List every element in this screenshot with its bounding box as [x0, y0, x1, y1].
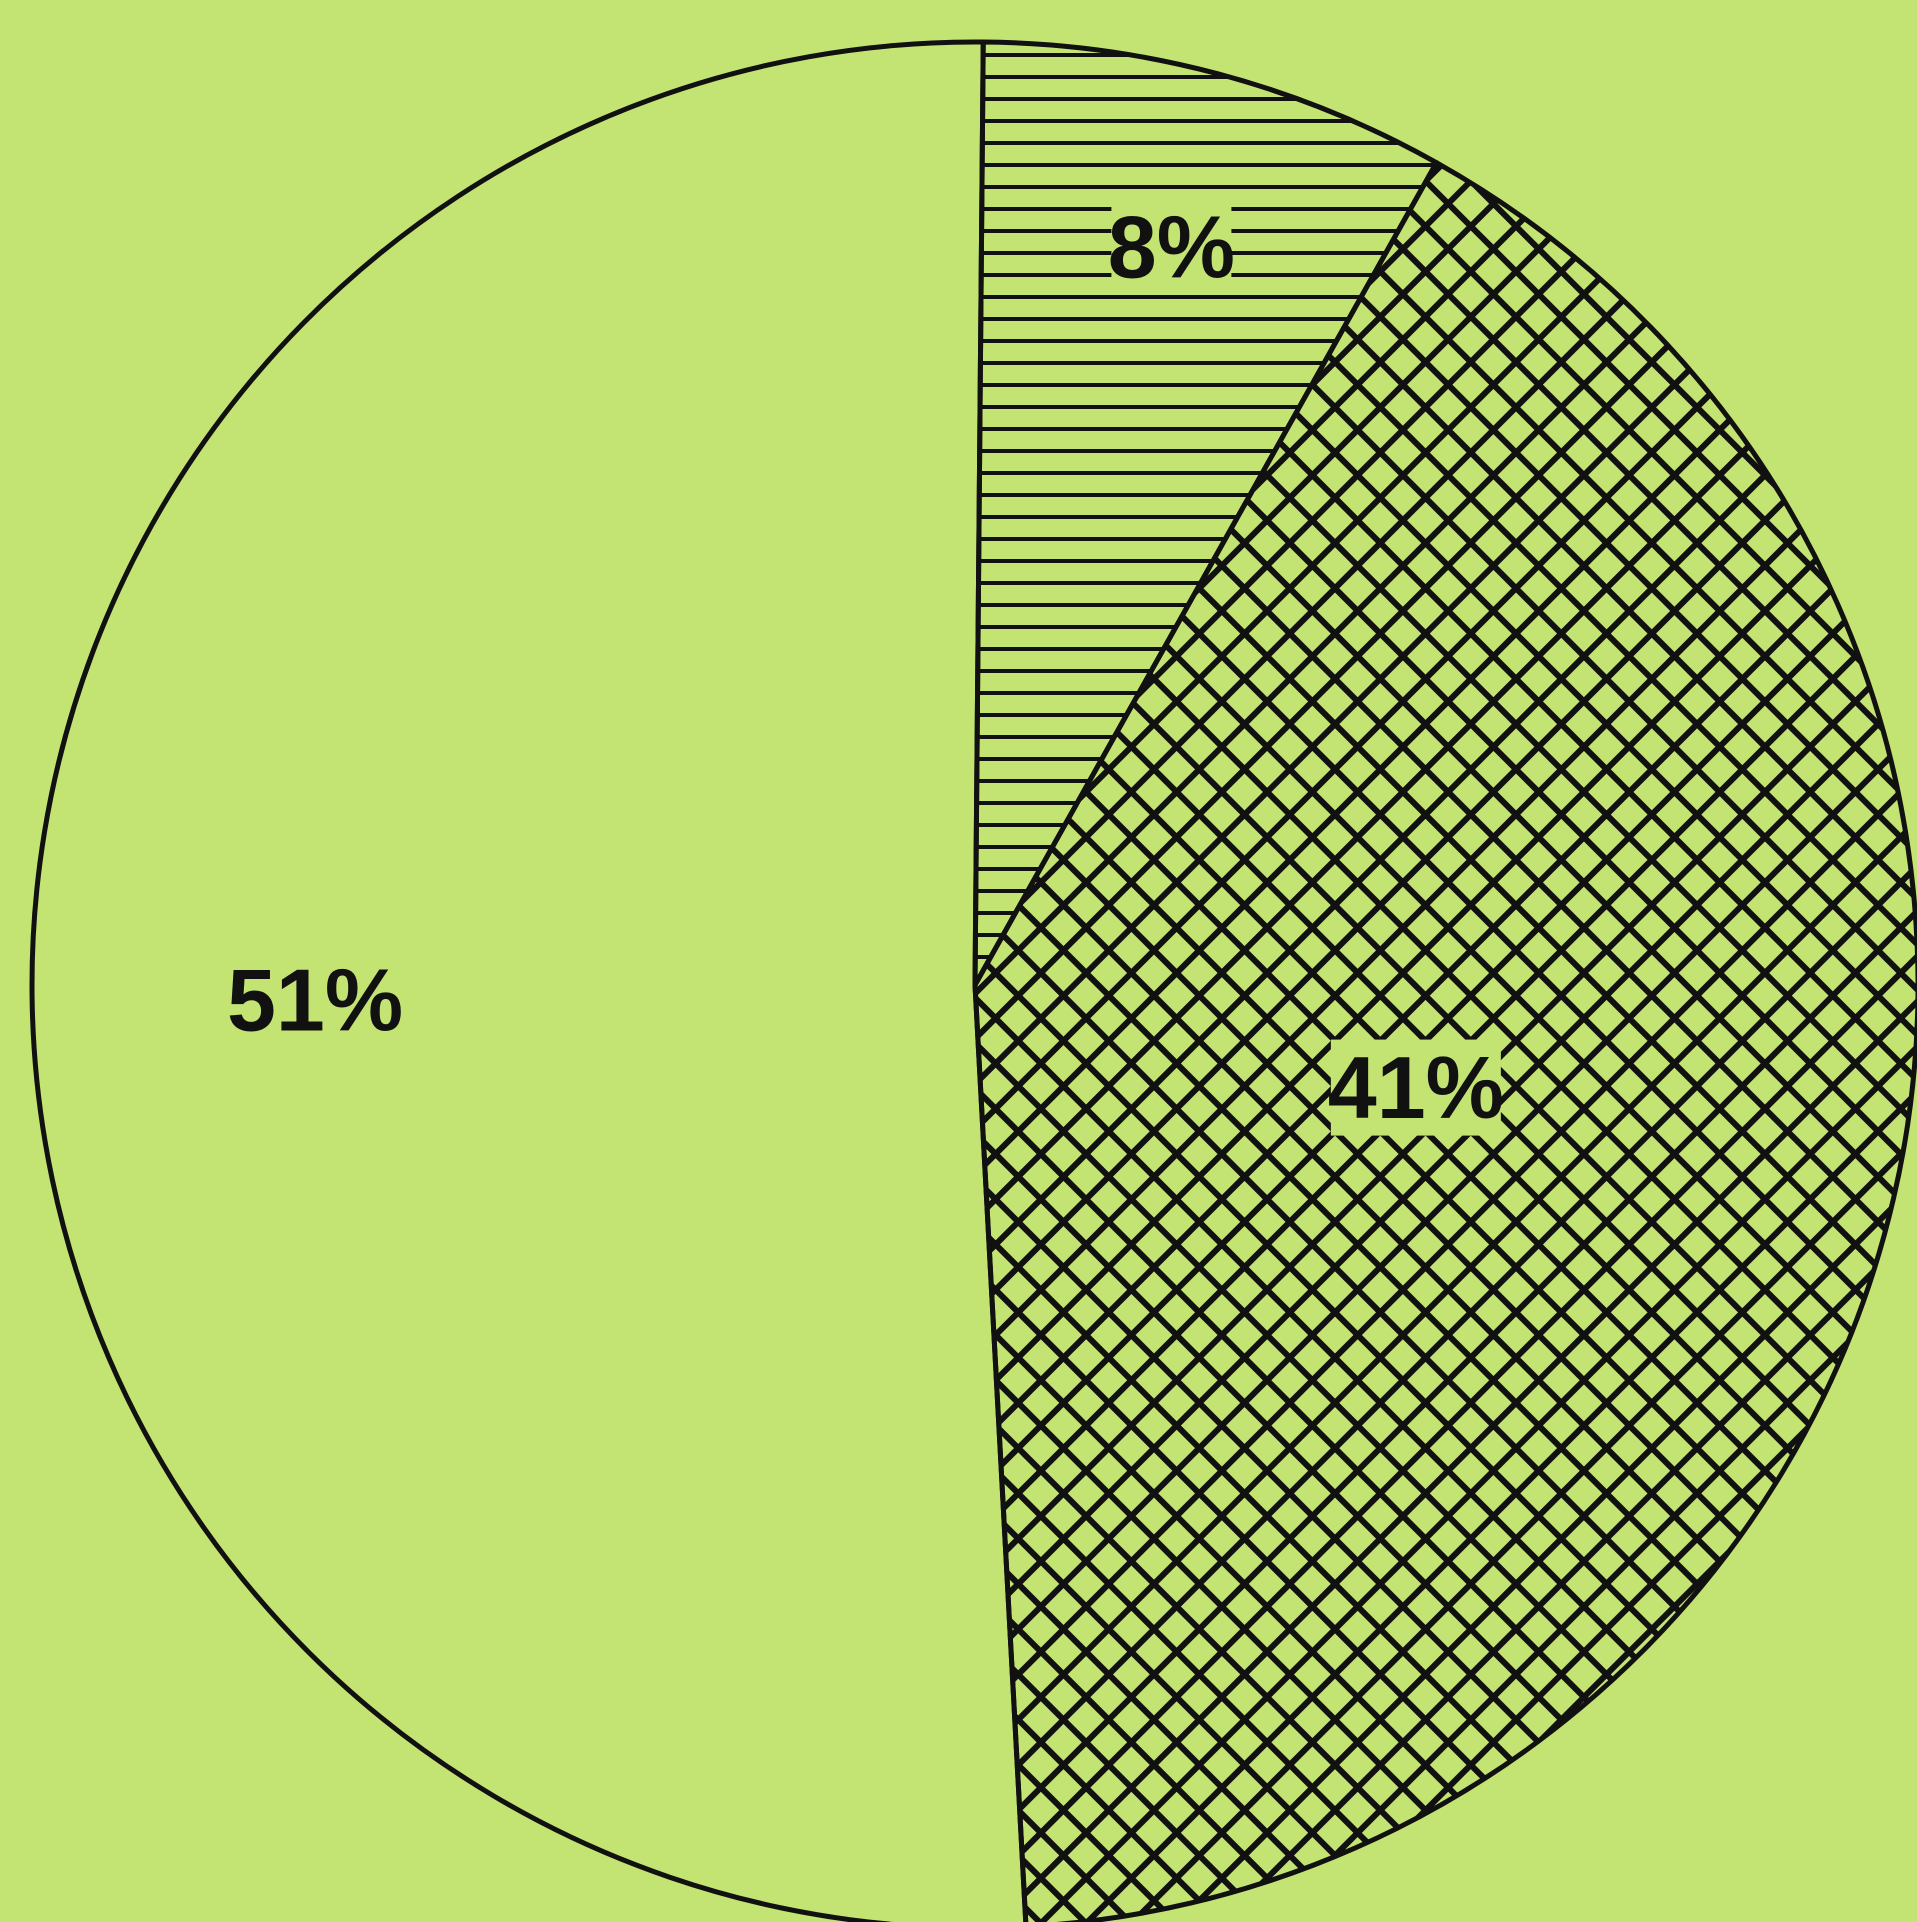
pie-slice-51 — [29, 39, 1029, 1922]
slice-label-8: 8% — [1108, 197, 1235, 296]
slice-label-bg-41 — [1330, 1039, 1501, 1136]
slice-label-41: 41% — [1328, 1038, 1504, 1137]
slice-label-51: 51% — [227, 950, 403, 1049]
pie-labels: 8% 41% 51% — [227, 197, 1504, 1137]
pie-slice-8 — [972, 39, 1439, 988]
slice-label-bg-8 — [1111, 198, 1232, 295]
